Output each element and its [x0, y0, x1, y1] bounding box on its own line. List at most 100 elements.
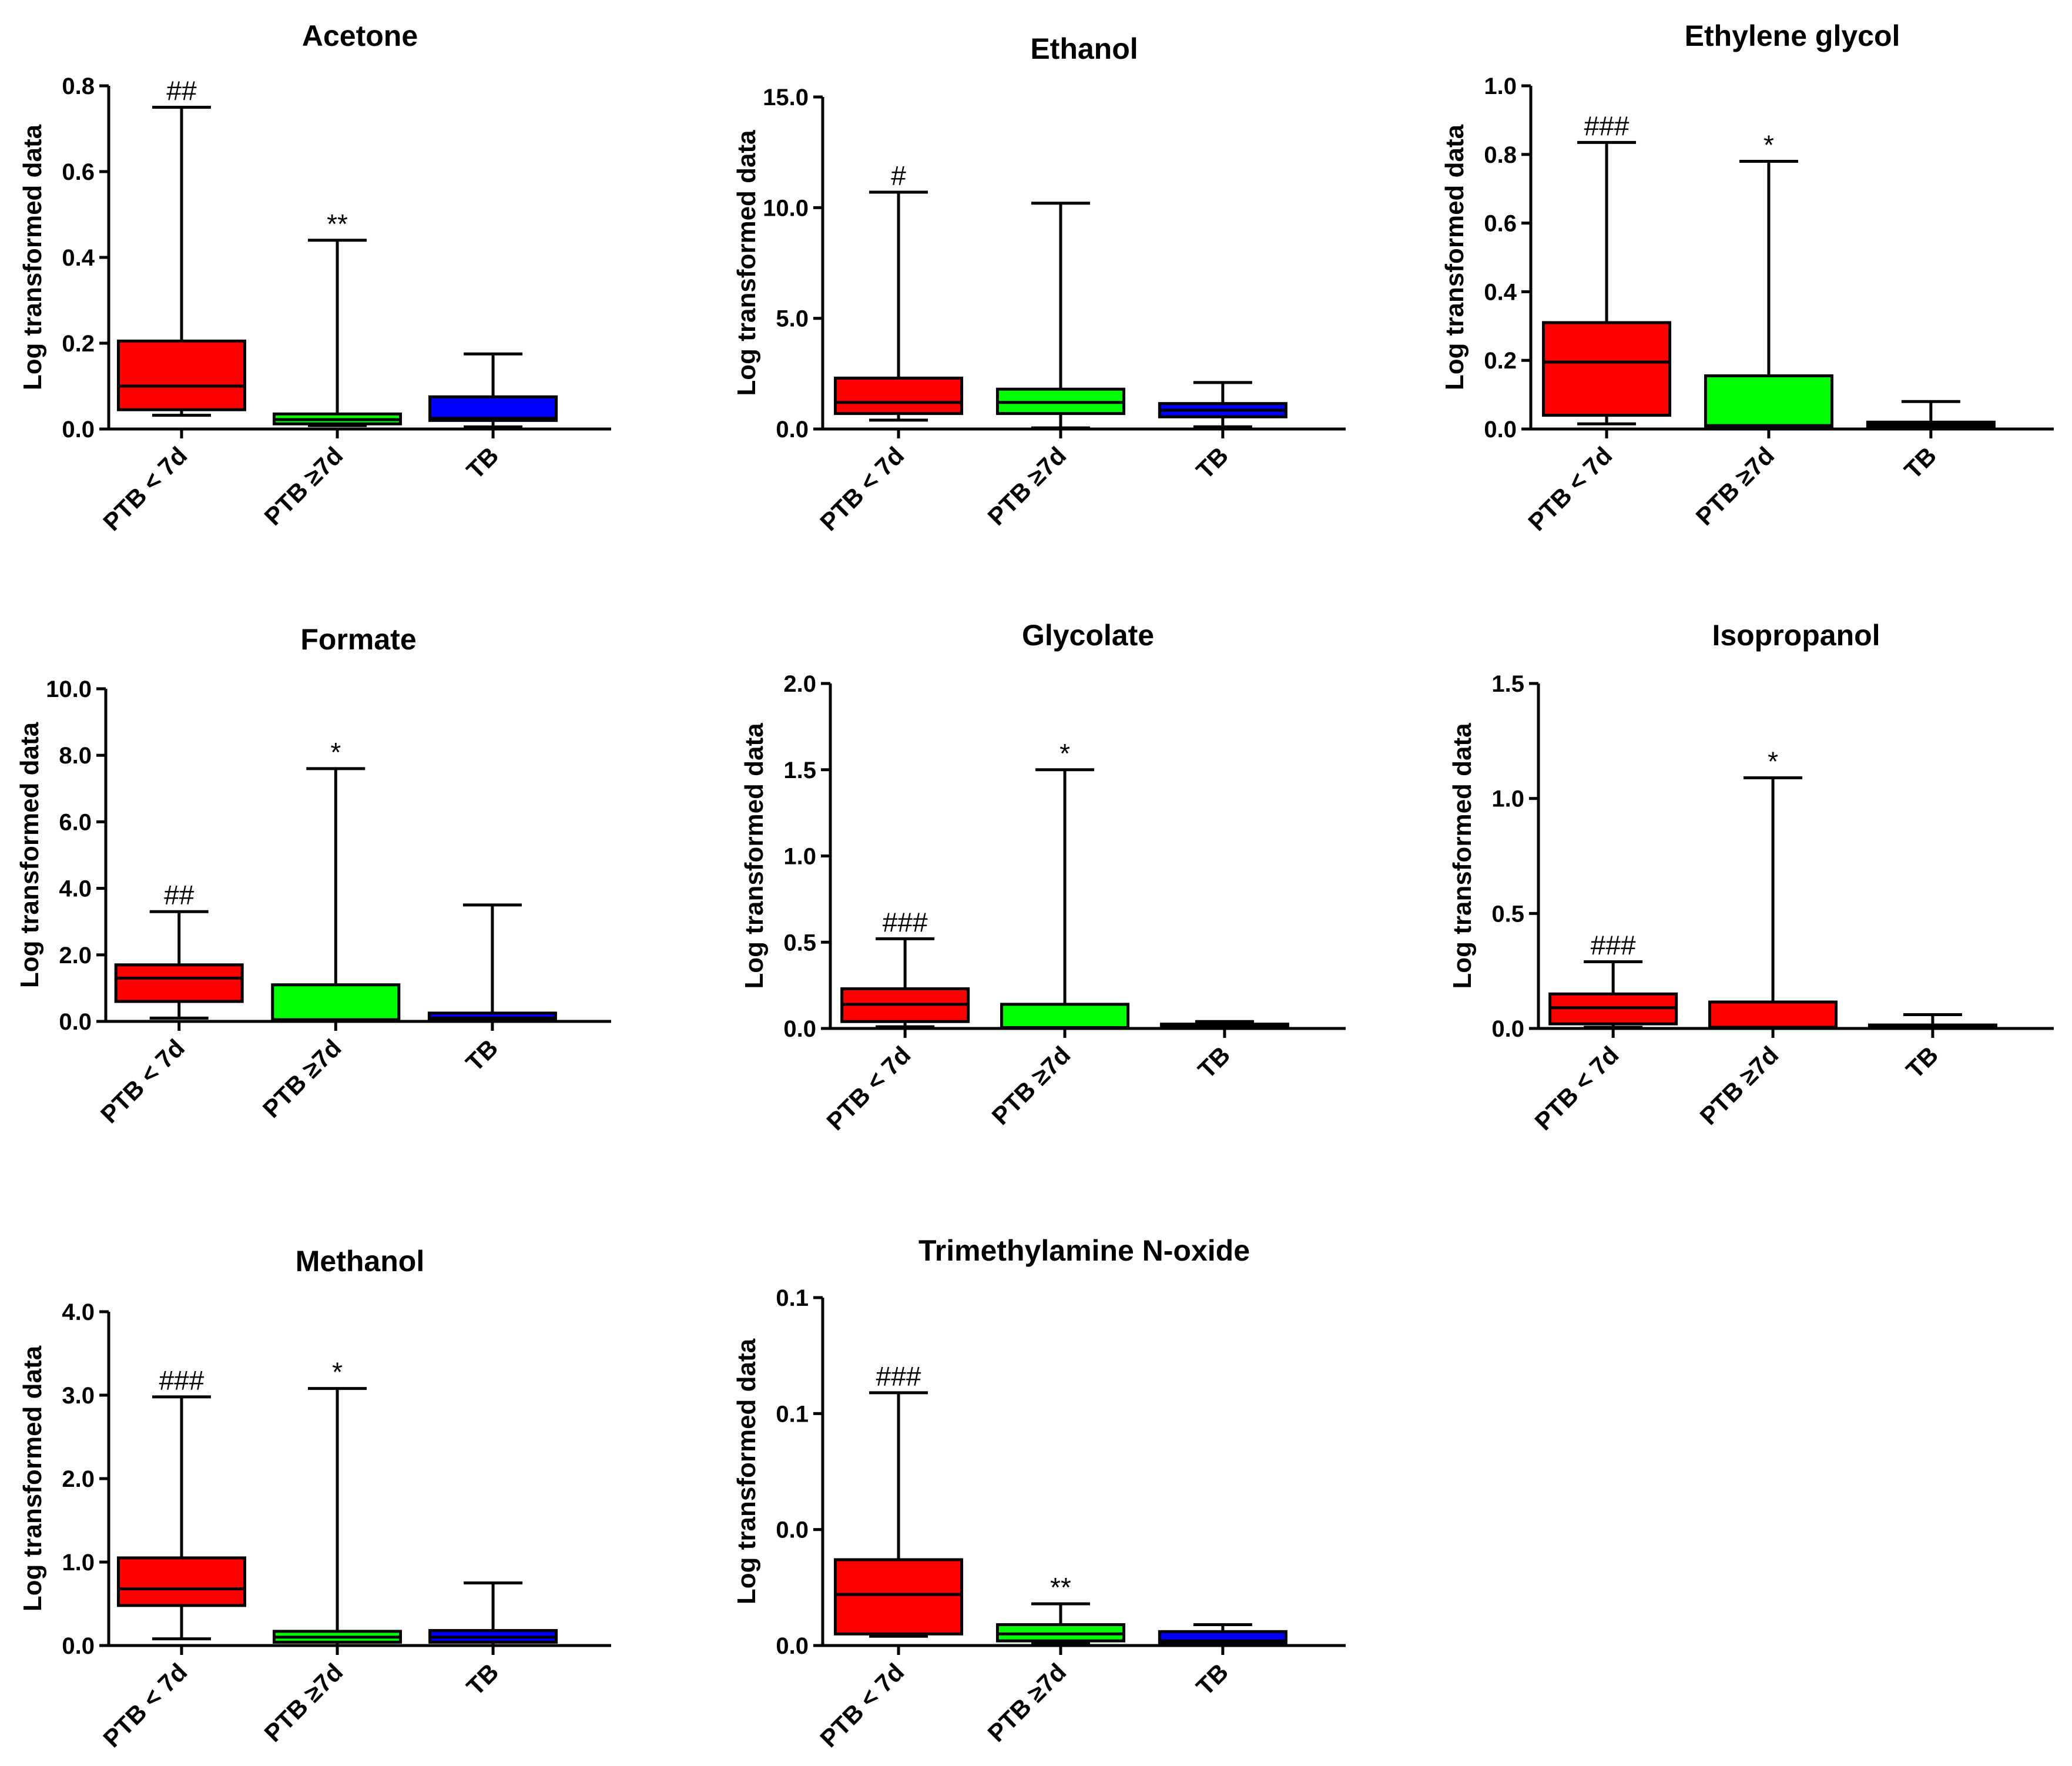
box-1: *: [1708, 746, 1838, 1030]
y-tick-label: 2.0: [62, 1466, 95, 1492]
y-axis-label: Log transformed data: [15, 722, 44, 988]
y-axis-label: Log transformed data: [732, 130, 761, 396]
y-tick-label: 1.0: [1484, 73, 1517, 99]
box-body: [1708, 1000, 1838, 1030]
y-tick-label: 0.4: [62, 245, 95, 271]
y-tick-label: 0.2: [1484, 348, 1517, 374]
chart-title: Acetone: [302, 19, 418, 52]
box-2: [428, 352, 558, 428]
x-tick-label: PTB ≥7d: [982, 441, 1071, 531]
box-body: [1000, 1003, 1130, 1030]
significance-marker: #: [891, 160, 906, 191]
box-1: **: [273, 209, 403, 427]
box-body: [1542, 321, 1672, 417]
box-body: [427, 1011, 557, 1021]
y-tick-label: 4.0: [59, 876, 92, 902]
chart-panel-7: Trimethylamine N-oxide Log transformed da…: [732, 1234, 1346, 1752]
x-tick-label: PTB < 7d: [814, 441, 909, 536]
x-tick-label: TB: [461, 441, 504, 484]
box-body: [114, 963, 244, 1003]
y-tick-label: 0.0: [783, 1016, 816, 1042]
significance-marker: ###: [1591, 930, 1636, 961]
y-tick-label: 3.0: [62, 1383, 95, 1409]
y-tick-label: 1.0: [1491, 786, 1524, 812]
box-0: ##: [114, 880, 244, 1020]
box-1: **: [995, 1572, 1125, 1645]
x-tick-label: TB: [1191, 1658, 1233, 1701]
x-tick-label: PTB < 7d: [814, 1658, 909, 1752]
y-tick-label: 5.0: [776, 306, 809, 332]
y-tick-label: 10.0: [763, 195, 809, 221]
y-tick-label: 4.0: [62, 1299, 95, 1325]
x-tick-label: PTB < 7d: [98, 441, 192, 536]
significance-marker: ###: [159, 1365, 204, 1396]
x-tick-label: TB: [460, 1034, 503, 1077]
chart-title: Ethylene glycol: [1685, 19, 1900, 52]
y-tick-label: 0.8: [62, 73, 95, 99]
y-tick-label: 2.0: [783, 671, 816, 697]
box-1: *: [1000, 738, 1130, 1030]
significance-marker: ##: [166, 76, 197, 106]
chart-title: Formate: [300, 623, 416, 656]
x-tick-label: PTB < 7d: [1523, 441, 1617, 536]
x-tick-label: PTB ≥7d: [257, 1034, 347, 1123]
y-tick-label: 0.6: [62, 159, 95, 185]
chart-title: Isopropanol: [1712, 619, 1880, 652]
box-0: ##: [116, 76, 246, 417]
chart-panel-1: Ethanol Log transformed data 0.0 5.0 10.0 15.…: [732, 32, 1346, 536]
x-tick-label: PTB ≥7d: [1690, 441, 1779, 531]
y-tick-label: 8.0: [59, 743, 92, 769]
y-tick-label: 0.4: [1484, 279, 1517, 305]
y-axis-label: Log transformed data: [1448, 723, 1477, 989]
x-tick-label: PTB ≥7d: [1695, 1041, 1784, 1130]
y-tick-label: 1.0: [62, 1550, 95, 1576]
y-tick-label: 0.0: [776, 1517, 809, 1543]
box-body: [834, 376, 964, 415]
box-0: ###: [834, 1361, 964, 1638]
y-tick-label: 0.0: [62, 1633, 95, 1659]
box-1: *: [271, 737, 401, 1023]
x-tick-label: PTB ≥7d: [259, 441, 348, 531]
box-0: ###: [1548, 930, 1678, 1029]
box-0: ###: [840, 907, 970, 1028]
box-body: [116, 339, 246, 411]
significance-marker: **: [327, 209, 348, 239]
box-2: [428, 1581, 558, 1647]
box-0: #: [834, 160, 964, 422]
x-tick-label: TB: [461, 1658, 504, 1701]
chart-panel-6: Methanol Log transformed data 0.0 1.0 2.0 3.0…: [18, 1245, 611, 1752]
y-tick-label: 1.5: [1491, 671, 1524, 697]
chart-title: Ethanol: [1030, 32, 1138, 65]
y-tick-label: 0.0: [776, 417, 809, 443]
x-tick-label: TB: [1191, 441, 1233, 484]
box-1: *: [273, 1357, 403, 1647]
y-tick-label: 2.0: [59, 943, 92, 969]
box-2: [1158, 381, 1288, 428]
box-body: [271, 983, 401, 1023]
y-tick-label: 0.0: [62, 417, 95, 443]
chart-panel-4: Glycolate Log transformed data 0.0 0.5 1.0 1.…: [740, 619, 1346, 1135]
significance-marker: ##: [164, 880, 195, 910]
box-2: [1866, 400, 1996, 431]
significance-marker: ###: [876, 1361, 921, 1392]
y-tick-label: 0.5: [1491, 901, 1524, 927]
box-2: [1868, 1013, 1997, 1030]
y-tick-label: 0.8: [1484, 142, 1517, 168]
x-tick-label: PTB < 7d: [1529, 1041, 1624, 1135]
box-body: [834, 1558, 964, 1636]
x-tick-label: PTB ≥7d: [982, 1658, 1071, 1747]
y-tick-label: 0.0: [1484, 417, 1517, 443]
chart-panel-5: Isopropanol Log transformed data 0.0 0.5 1.0…: [1448, 619, 2054, 1135]
y-tick-label: 1.5: [783, 758, 816, 783]
box-0: ###: [116, 1365, 246, 1641]
y-tick-label: 0.2: [62, 331, 95, 357]
box-2: [427, 903, 557, 1023]
x-tick-label: TB: [1900, 1041, 1943, 1084]
x-tick-label: TB: [1899, 441, 1942, 484]
x-tick-label: PTB ≥7d: [259, 1658, 348, 1747]
y-axis-label: Log transformed data: [18, 1345, 47, 1611]
x-tick-label: TB: [1192, 1041, 1235, 1084]
y-axis-label: Log transformed data: [1440, 124, 1469, 390]
significance-marker: ###: [1584, 110, 1630, 141]
